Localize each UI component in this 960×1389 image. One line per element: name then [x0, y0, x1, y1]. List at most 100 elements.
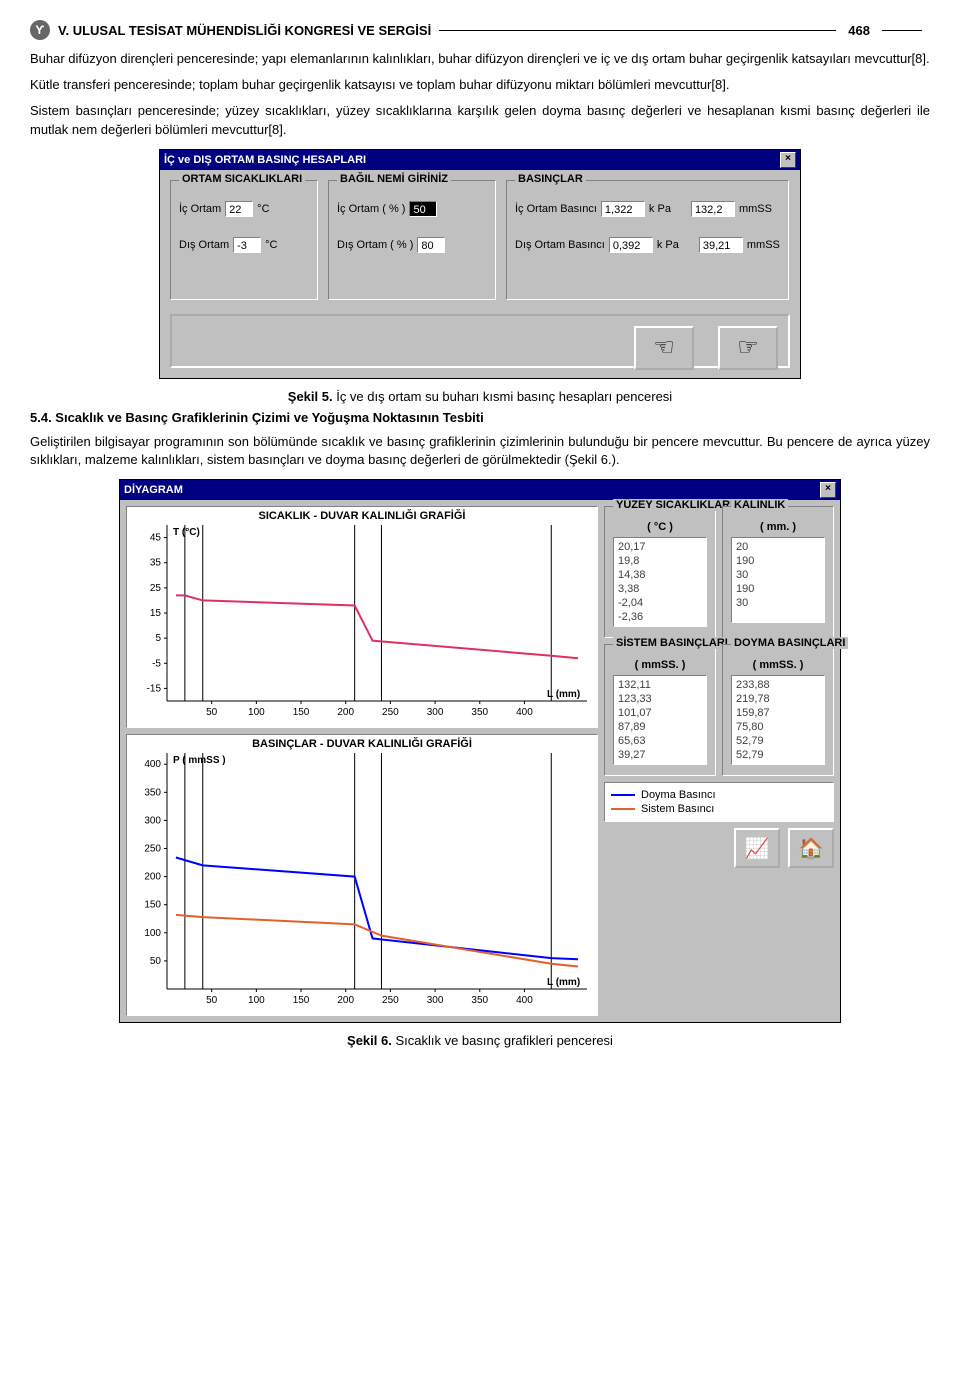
group-doyma-basinclari: DOYMA BASINÇLARI ( mmSS. ) 233,88219,781… [722, 644, 834, 776]
svg-text:50: 50 [206, 707, 218, 718]
temperature-thickness-chart: SICAKLIK - DUVAR KALINLIĞI GRAFİĞİ T (°C)… [126, 506, 598, 728]
svg-text:350: 350 [471, 707, 488, 718]
paragraph-4: Geliştirilen bilgisayar programının son … [30, 433, 930, 469]
svg-text:35: 35 [150, 558, 162, 569]
yuzey-list[interactable]: 20,1719,814,383,38-2,04-2,36 [613, 537, 707, 627]
page-number: 468 [848, 23, 870, 38]
svg-text:250: 250 [144, 844, 161, 855]
doyma-legend: DOYMA BASINÇLARI [731, 637, 848, 649]
legend-swatch-doyma [611, 794, 635, 796]
svg-text:50: 50 [150, 956, 162, 967]
svg-text:150: 150 [293, 707, 310, 718]
figure6-caption: Şekil 6. Sıcaklık ve basınç grafikleri p… [30, 1033, 930, 1048]
chart-legend-box: Doyma Basıncı Sistem Basıncı [604, 782, 834, 822]
svg-text:SICAKLIK - DUVAR KALINLIĞI GRA: SICAKLIK - DUVAR KALINLIĞI GRAFİĞİ [259, 509, 466, 522]
next-button[interactable]: ☞ [718, 326, 778, 370]
dialog2-titlebar[interactable]: DİYAGRAM × [120, 480, 840, 500]
svg-text:400: 400 [516, 707, 533, 718]
kalinlik-legend: KALINLIK [731, 499, 788, 511]
ic-basinc-kpa[interactable]: 1,322 [601, 201, 645, 217]
ic-ortam-temp-input[interactable]: 22 [225, 201, 253, 217]
svg-text:T (°C): T (°C) [173, 527, 200, 538]
group-basinclar: BASINÇLAR İç Ortam Basıncı 1,322 k Pa 13… [506, 180, 789, 300]
figure5-caption: Şekil 5. İç ve dış ortam su buharı kısmi… [30, 389, 930, 404]
sistem-legend: SİSTEM BASINÇLARI [613, 637, 731, 649]
diagram-dialog: DİYAGRAM × SICAKLIK - DUVAR KALINLIĞI GR… [119, 479, 841, 1023]
dis-bagil-label: Dış Ortam ( % ) [337, 239, 413, 251]
ic-ortam-temp-label: İç Ortam [179, 203, 221, 215]
close-icon[interactable]: × [820, 482, 836, 498]
svg-text:100: 100 [144, 928, 161, 939]
unit-mmss: mmSS [739, 203, 772, 215]
svg-text:250: 250 [382, 995, 399, 1006]
dis-ortam-temp-input[interactable]: -3 [233, 237, 261, 253]
svg-text:P ( mmSS ): P ( mmSS ) [173, 755, 226, 766]
svg-text:BASINÇLAR - DUVAR KALINLIĞI GR: BASINÇLAR - DUVAR KALINLIĞI GRAFİĞİ [252, 737, 472, 750]
svg-text:-5: -5 [152, 658, 161, 669]
group-sistem-basinclari: SİSTEM BASINÇLARI ( mmSS. ) 132,11123,33… [604, 644, 716, 776]
svg-text:400: 400 [516, 995, 533, 1006]
figure6-text: Sıcaklık ve basınç grafikleri penceresi [392, 1033, 613, 1048]
dis-basinc-mmss[interactable]: 39,21 [699, 237, 743, 253]
dis-basinc-kpa[interactable]: 0,392 [609, 237, 653, 253]
unit-mmss-2: mmSS [747, 239, 780, 251]
home-icon-button[interactable]: 🏠 [788, 828, 834, 868]
ic-basinc-label: İç Ortam Basıncı [515, 203, 597, 215]
dialog1-titlebar[interactable]: İÇ ve DIŞ ORTAM BASINÇ HESAPLARI × [160, 150, 800, 170]
figure5-text: İç ve dış ortam su buharı kısmi basınç h… [333, 389, 673, 404]
nav-button-panel: ☜ ☞ [170, 314, 790, 368]
svg-text:300: 300 [144, 816, 161, 827]
figure5-label: Şekil 5. [288, 389, 333, 404]
doyma-list[interactable]: 233,88219,78159,8775,8052,7952,79 [731, 675, 825, 765]
svg-text:350: 350 [471, 995, 488, 1006]
dialog1-title: İÇ ve DIŞ ORTAM BASINÇ HESAPLARI [164, 154, 366, 166]
svg-text:150: 150 [144, 900, 161, 911]
unit-kpa: k Pa [649, 203, 671, 215]
ic-bagil-input[interactable]: 50 [409, 201, 437, 217]
kalinlik-list[interactable]: 201903019030 [731, 537, 825, 623]
group-yuzey-sicakliklari: YÜZEY SICAKLIKLARI ( °C ) 20,1719,814,38… [604, 506, 716, 638]
congress-title: V. ULUSAL TESİSAT MÜHENDİSLİĞİ KONGRESİ … [58, 23, 431, 38]
yuzey-legend: YÜZEY SICAKLIKLARI [613, 499, 736, 511]
ic-bagil-label: İç Ortam ( % ) [337, 203, 405, 215]
unit-kpa-2: k Pa [657, 239, 679, 251]
legend-sistem-label: Sistem Basıncı [641, 803, 714, 815]
svg-text:L (mm): L (mm) [547, 689, 580, 700]
chart-icon-button[interactable]: 📈 [734, 828, 780, 868]
dialog2-title: DİYAGRAM [124, 484, 183, 496]
yuzey-unit: ( °C ) [613, 521, 707, 533]
group-bagil-nem: BAĞIL NEMİ GİRİNİZ İç Ortam ( % ) 50 Dış… [328, 180, 496, 300]
svg-text:300: 300 [427, 995, 444, 1006]
unit-celsius: °C [257, 203, 269, 215]
pressure-thickness-chart: BASINÇLAR - DUVAR KALINLIĞI GRAFİĞİ P ( m… [126, 734, 598, 1016]
sistem-list[interactable]: 132,11123,33101,0787,8965,6339,27 [613, 675, 707, 765]
kalinlik-unit: ( mm. ) [731, 521, 825, 533]
congress-logo-icon: Ƴ [30, 20, 50, 40]
svg-text:400: 400 [144, 759, 161, 770]
ic-basinc-mmss[interactable]: 132,2 [691, 201, 735, 217]
doyma-unit: ( mmSS. ) [731, 659, 825, 671]
legend-swatch-sistem [611, 808, 635, 810]
svg-text:50: 50 [206, 995, 218, 1006]
svg-text:45: 45 [150, 533, 162, 544]
header-divider-right [882, 30, 922, 31]
dis-basinc-label: Dış Ortam Basıncı [515, 239, 605, 251]
svg-text:200: 200 [144, 872, 161, 883]
svg-text:200: 200 [337, 707, 354, 718]
section-5-4-heading: 5.4. Sıcaklık ve Basınç Grafiklerinin Çi… [30, 410, 930, 425]
close-icon[interactable]: × [780, 152, 796, 168]
svg-text:-15: -15 [147, 684, 162, 695]
svg-text:150: 150 [293, 995, 310, 1006]
svg-text:100: 100 [248, 707, 265, 718]
svg-text:5: 5 [155, 633, 161, 644]
svg-text:250: 250 [382, 707, 399, 718]
legend-doyma-label: Doyma Basıncı [641, 789, 716, 801]
svg-text:300: 300 [427, 707, 444, 718]
prev-button[interactable]: ☜ [634, 326, 694, 370]
svg-text:L (mm): L (mm) [547, 977, 580, 988]
paragraph-2: Kütle transferi penceresinde; toplam buh… [30, 76, 930, 94]
svg-text:350: 350 [144, 787, 161, 798]
unit-celsius-2: °C [265, 239, 277, 251]
group-bagil-legend: BAĞIL NEMİ GİRİNİZ [337, 173, 451, 185]
dis-bagil-input[interactable]: 80 [417, 237, 445, 253]
